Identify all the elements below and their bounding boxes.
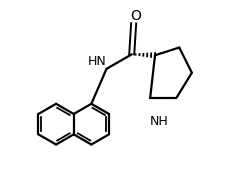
- Text: HN: HN: [87, 55, 106, 68]
- Text: NH: NH: [150, 115, 168, 128]
- Text: O: O: [130, 10, 141, 23]
